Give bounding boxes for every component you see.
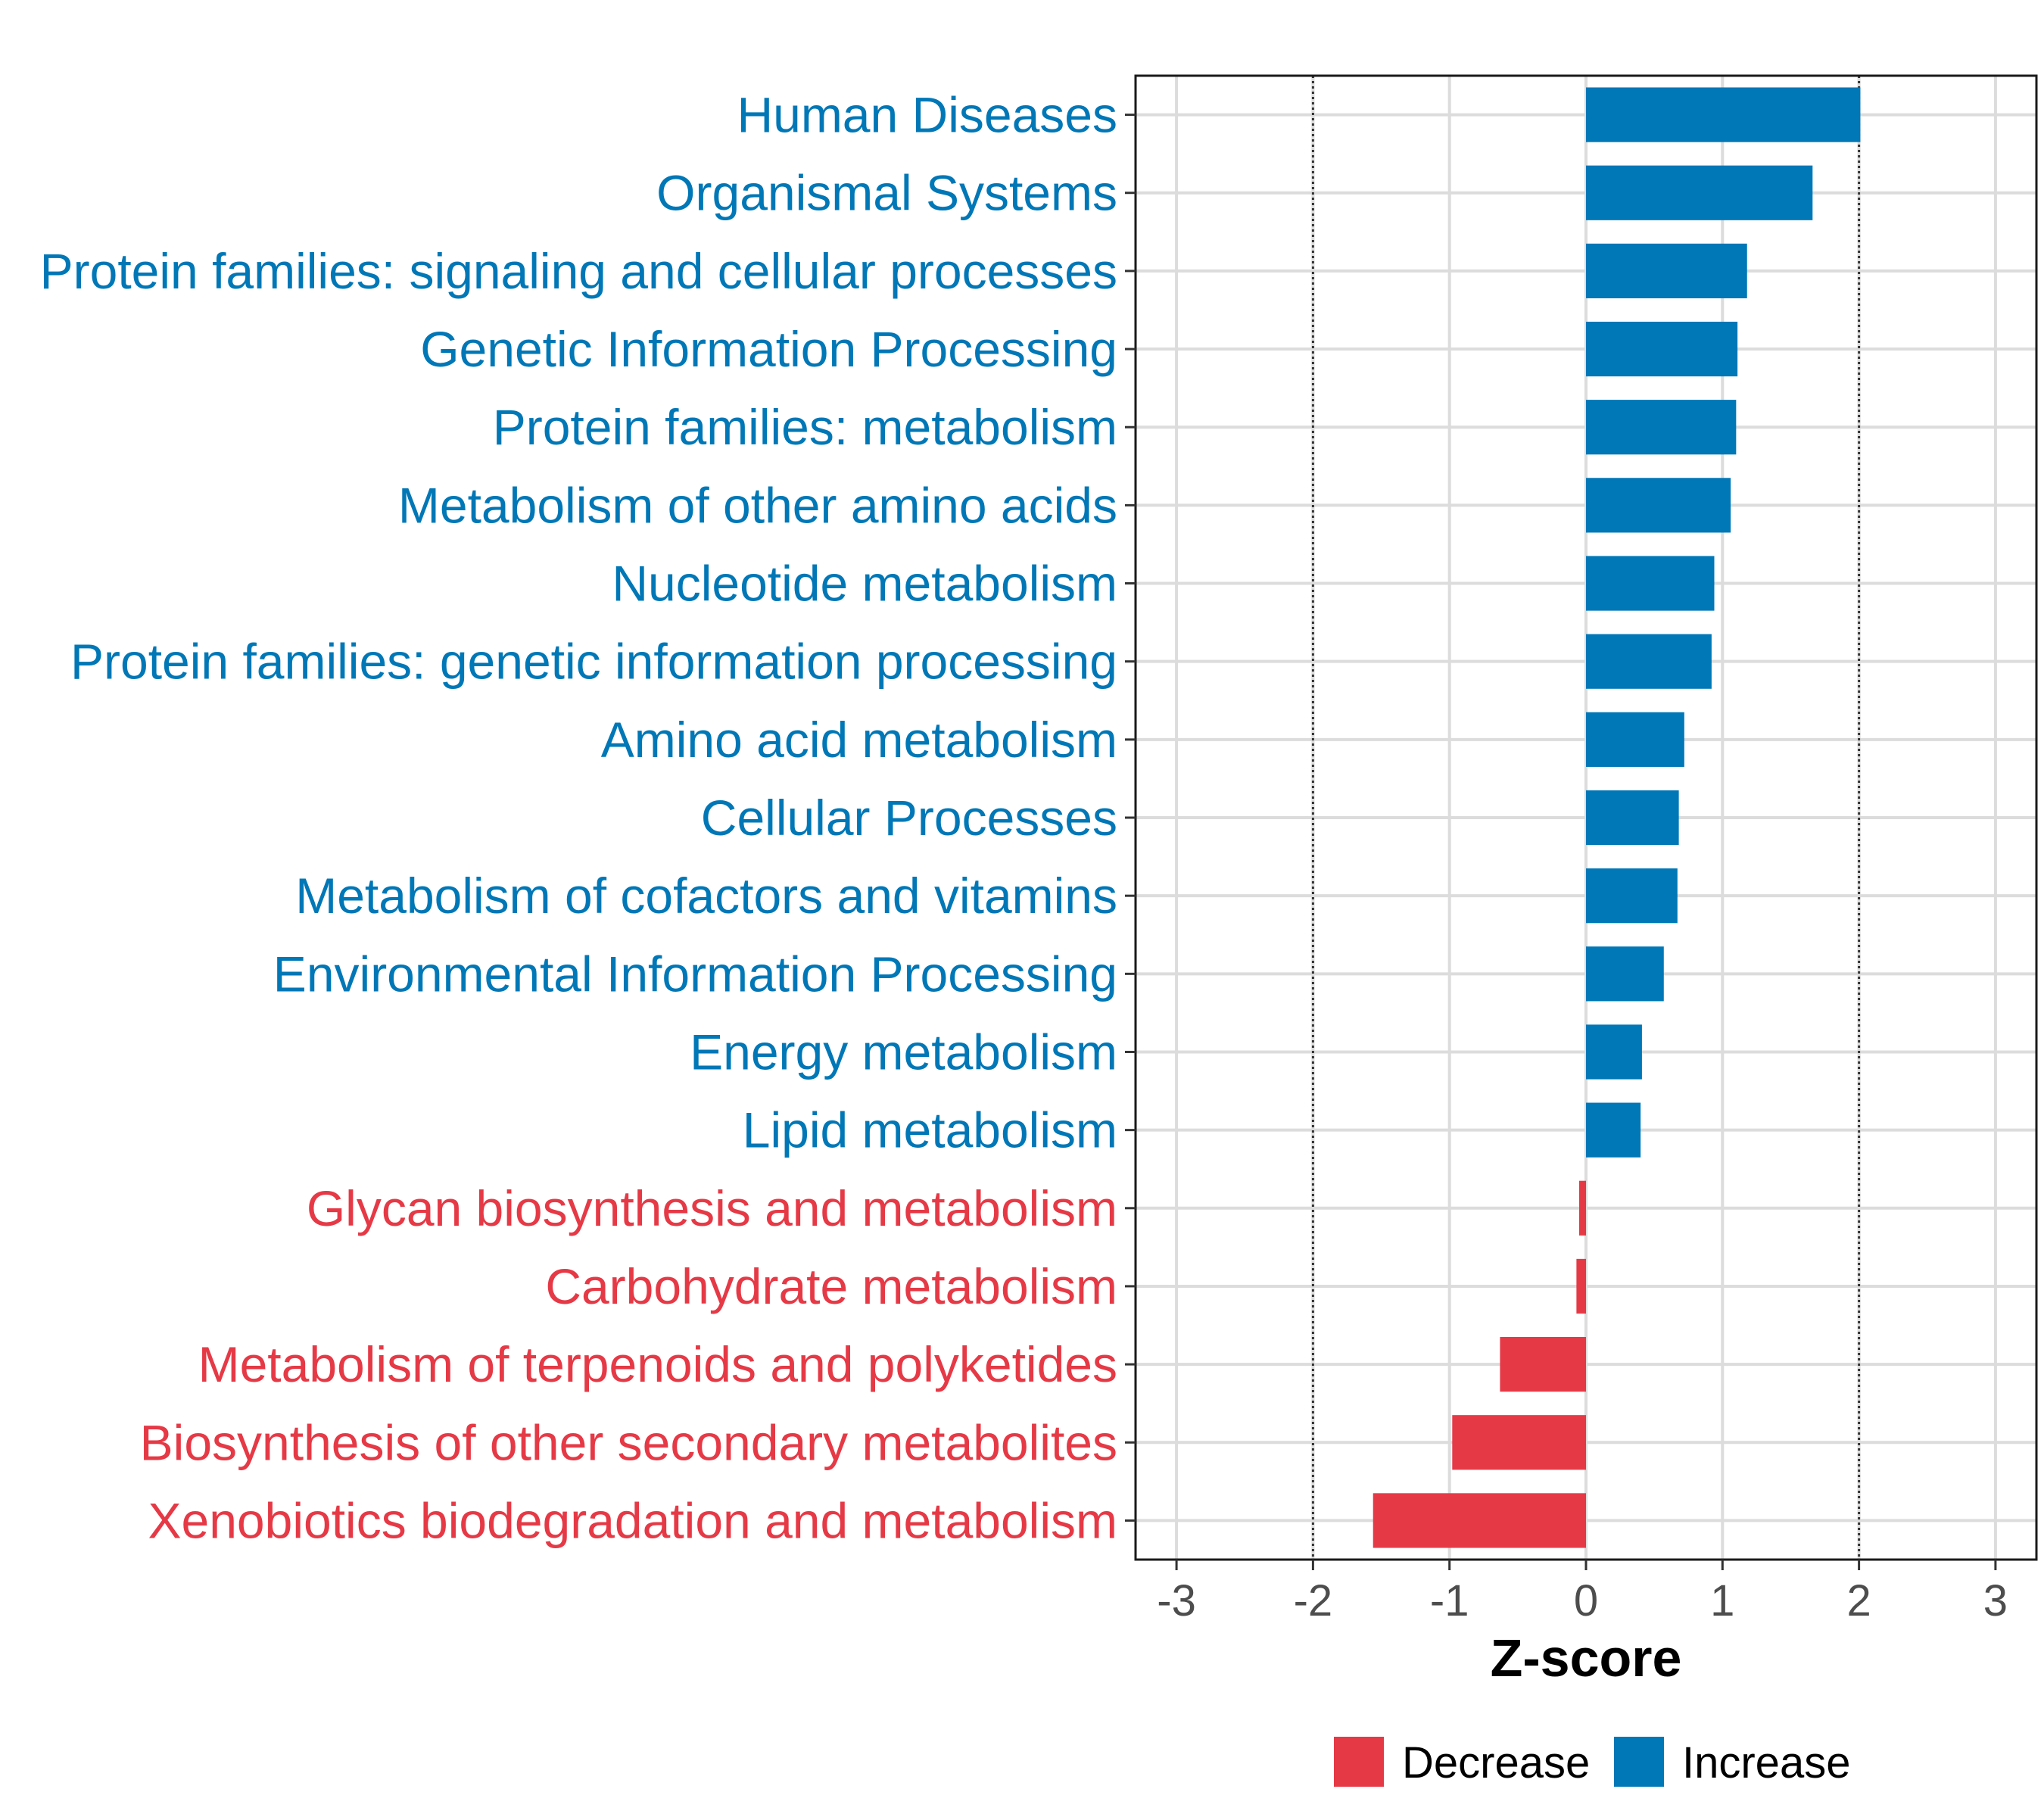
category-label: Genetic Information Processing [420,321,1117,377]
category-label: Nucleotide metabolism [612,556,1117,612]
category-label: Lipid metabolism [743,1102,1117,1158]
category-label: Metabolism of other amino acids [398,477,1117,533]
x-tick-label: 1 [1710,1576,1734,1625]
x-axis-ticks: -3 -2 -1 0 1 2 3 [1157,1560,2008,1625]
bar [1586,321,1738,377]
x-tick-label: 0 [1574,1576,1598,1625]
bar [1586,712,1684,767]
bar [1586,165,1813,220]
category-label: Xenobiotics biodegradation and metabolis… [148,1492,1118,1548]
bar [1586,556,1715,611]
legend-key-decrease [1334,1737,1384,1787]
category-label: Cellular Processes [701,790,1117,846]
bar [1576,1258,1586,1314]
bar [1586,868,1678,924]
category-label: Amino acid metabolism [601,712,1117,768]
x-tick-label: -3 [1157,1576,1196,1625]
category-label: Human Diseases [737,87,1117,143]
y-axis-ticks [1125,114,1136,1522]
legend-label-decrease: Decrease [1402,1738,1590,1787]
category-label: Energy metabolism [690,1024,1117,1080]
category-label: Biosynthesis of other secondary metaboli… [140,1414,1117,1470]
bar [1586,87,1861,142]
x-tick-label: 2 [1846,1576,1871,1625]
bar [1586,243,1747,298]
legend: Decrease Increase [1334,1737,1850,1787]
bar [1373,1493,1586,1548]
category-label: Glycan biosynthesis and metabolism [307,1180,1117,1236]
x-tick-label: -1 [1430,1576,1469,1625]
bar [1586,634,1712,689]
bars [1373,87,1861,1548]
x-axis-title: Z-score [1491,1628,1682,1688]
category-label: Metabolism of terpenoids and polyketides [198,1336,1117,1392]
bar [1586,1102,1641,1158]
x-tick-label: -2 [1294,1576,1333,1625]
category-label: Organismal Systems [656,165,1117,221]
category-label: Carbohydrate metabolism [545,1258,1117,1314]
bar [1586,946,1664,1002]
legend-key-increase [1614,1737,1664,1787]
bar [1586,790,1679,846]
category-label: Protein families: signaling and cellular… [40,243,1117,299]
bar [1452,1415,1586,1470]
x-tick-label: 3 [1983,1576,2008,1625]
bar [1586,400,1737,455]
bar [1578,1180,1586,1236]
bar [1500,1337,1586,1392]
y-axis-labels: Human Diseases Organismal Systems Protein … [40,87,1117,1549]
reference-lines [1311,76,1861,1560]
bar [1586,478,1731,533]
category-label: Metabolism of cofactors and vitamins [295,868,1117,924]
category-label: Protein families: genetic information pr… [70,634,1117,690]
category-label: Environmental Information Processing [273,946,1117,1002]
bar [1586,1024,1642,1080]
legend-label-increase: Increase [1682,1738,1850,1787]
category-label: Protein families: metabolism [493,399,1117,455]
